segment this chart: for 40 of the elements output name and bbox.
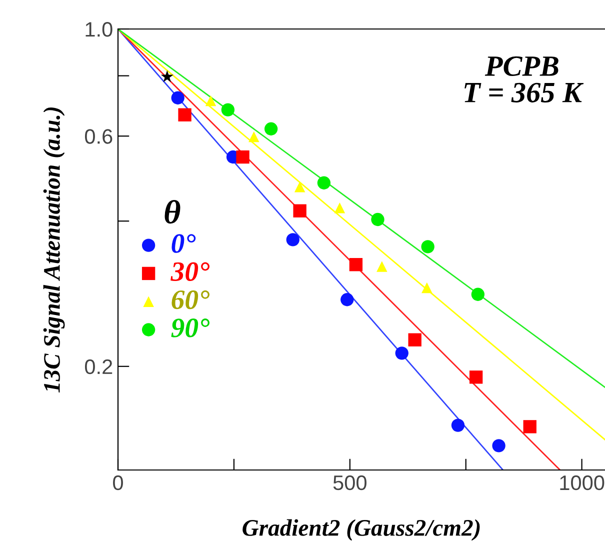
point <box>248 131 260 142</box>
x-tick-label: 500 <box>333 475 366 490</box>
legend-label: 90° <box>171 318 210 338</box>
point <box>349 258 363 272</box>
point <box>422 282 432 294</box>
x-axis-title: Gradient2 (Gauss2/cm2) <box>242 519 480 541</box>
point <box>171 91 184 104</box>
x-tick-label: 0 <box>113 475 123 490</box>
legend-label: 0° <box>172 234 196 253</box>
point <box>286 233 300 246</box>
x-tick-label: 1000 <box>560 475 604 490</box>
point <box>492 439 506 452</box>
point <box>293 204 306 218</box>
legend-title: θ <box>164 200 180 224</box>
point <box>421 240 434 254</box>
point <box>340 293 354 306</box>
point <box>178 108 192 122</box>
point <box>395 346 408 360</box>
point <box>451 418 465 432</box>
point <box>469 370 483 384</box>
y-tick-label: 0.2 <box>84 359 112 374</box>
point <box>236 150 250 164</box>
point <box>523 420 536 434</box>
point <box>221 103 235 116</box>
annotation: PCPB T = 365 K <box>464 56 584 102</box>
y-tick-label: 0.6 <box>84 129 112 144</box>
legend-label: 30° <box>170 262 210 282</box>
point <box>471 288 485 301</box>
point <box>205 95 216 106</box>
legend-label: 60° <box>172 290 210 310</box>
point <box>264 122 278 136</box>
point <box>294 181 306 192</box>
point <box>376 261 388 272</box>
y-tick-label: 1.0 <box>86 22 112 37</box>
point <box>317 176 331 190</box>
point <box>408 333 422 346</box>
point <box>334 202 346 214</box>
point <box>371 212 384 226</box>
point <box>160 70 174 82</box>
y-axis-title: 13C Signal Attenuation (a.u.) <box>43 107 65 392</box>
